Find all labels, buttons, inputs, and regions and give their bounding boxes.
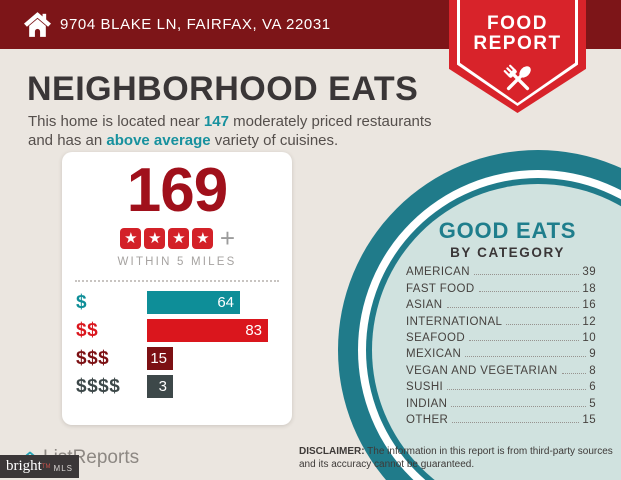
category-value: 15 [582, 413, 596, 426]
category-row: OTHER 15 [406, 412, 596, 428]
category-row: ASIAN 16 [406, 297, 596, 313]
category-row: MEXICAN 9 [406, 346, 596, 362]
bar: 3 [147, 375, 173, 398]
category-list: AMERICAN 39 FAST FOOD 18 ASIAN 16 INTERNATI… [406, 264, 596, 428]
category-value: 12 [582, 315, 596, 328]
category-label: VEGAN AND VEGETARIAN [406, 364, 558, 377]
trademark-symbol: TM [41, 463, 51, 470]
category-row: SEAFOOD 10 [406, 330, 596, 346]
bar-row: $$$$ 3 [62, 375, 292, 398]
dotted-leader [478, 290, 580, 292]
dotted-leader [473, 274, 580, 276]
bar: 64 [147, 291, 240, 314]
disclaimer: DISCLAIMER: The information in this repo… [299, 446, 614, 471]
variety-highlight: above average [106, 132, 211, 149]
good-eats-heading: GOOD EATS BY CATEGORY [400, 218, 615, 260]
category-label: OTHER [406, 413, 449, 426]
dotted-leader [446, 307, 580, 309]
restaurant-count-highlight: 147 [203, 113, 229, 130]
category-row: AMERICAN 39 [406, 264, 596, 280]
plus-icon: + [219, 222, 236, 253]
price-tier-label: $$ [76, 319, 99, 341]
radius-label: WITHIN 5 MILES [117, 256, 237, 268]
category-label: INTERNATIONAL [406, 315, 503, 328]
price-tier-label: $$$ [76, 347, 110, 369]
good-eats-subtitle: BY CATEGORY [450, 245, 565, 260]
bar: 83 [147, 319, 268, 342]
category-value: 6 [589, 381, 596, 394]
dotted-leader [506, 323, 580, 325]
star-icon: ★ [168, 227, 190, 249]
disclaimer-text: The information in this report is from t… [299, 446, 613, 470]
category-row: INTERNATIONAL 12 [406, 313, 596, 329]
category-value: 9 [589, 348, 596, 361]
star-rating: ★ ★ ★ ★ + [62, 222, 292, 253]
category-label: AMERICAN [406, 266, 470, 279]
category-label: FAST FOOD [406, 282, 475, 295]
intro-text-part3: variety of cuisines. [210, 132, 339, 149]
fork-spoon-icon [503, 64, 531, 91]
category-row: INDIAN 5 [406, 395, 596, 411]
category-value: 18 [582, 282, 596, 295]
category-value: 8 [589, 364, 596, 377]
page-title: NEIGHBORHOOD EATS [27, 70, 419, 108]
price-bar-chart: $ 64 $$ 83 $$$ 15 $$$$ 3 [62, 291, 292, 398]
bright-wordmark: bright [6, 458, 42, 474]
bar: 15 [147, 347, 173, 370]
bar-row: $$$ 15 [62, 347, 292, 370]
badge-content: FOOD REPORT [449, 0, 586, 113]
star-icon: ★ [144, 227, 166, 249]
bar-row: $ 64 [62, 291, 292, 314]
dotted-leader [465, 356, 587, 358]
dotted-leader [561, 372, 587, 374]
restaurant-count: 169 [126, 156, 228, 225]
dotted-leader [469, 339, 580, 341]
property-address: 9704 BLAKE LN, FAIRFAX, VA 22031 [60, 16, 331, 33]
intro-text-part1: This home is located near [28, 113, 204, 130]
category-value: 16 [582, 299, 596, 312]
category-row: VEGAN AND VEGETARIAN 8 [406, 362, 596, 378]
category-row: SUSHI 6 [406, 379, 596, 395]
disclaimer-label: DISCLAIMER: [299, 446, 365, 457]
dotted-divider [75, 280, 279, 282]
star-icon: ★ [120, 227, 142, 249]
bright-mls-logo: bright TM MLS [0, 455, 79, 478]
badge-title-line1: FOOD [487, 13, 548, 34]
category-label: INDIAN [406, 397, 448, 410]
food-report-badge: FOOD REPORT [449, 0, 586, 113]
dotted-leader [451, 405, 587, 407]
intro-text-part2: moderately priced restaurants and has an [28, 113, 432, 149]
house-icon [24, 12, 51, 37]
bar-row: $$ 83 [62, 319, 292, 342]
price-tier-label: $$$$ [76, 375, 121, 397]
price-tier-label: $ [76, 291, 88, 313]
category-value: 39 [582, 266, 596, 279]
summary-card: 169 ★ ★ ★ ★ + WITHIN 5 MILES $ 64 $$ 83 $$$ … [62, 152, 292, 425]
star-icon: ★ [192, 227, 214, 249]
category-label: ASIAN [406, 299, 443, 312]
good-eats-circle [338, 150, 621, 480]
category-label: SEAFOOD [406, 331, 466, 344]
badge-title-line2: REPORT [473, 33, 562, 54]
category-label: SUSHI [406, 381, 444, 394]
dotted-leader [452, 421, 580, 423]
mls-label: MLS [53, 464, 73, 473]
dotted-leader [447, 389, 587, 391]
category-label: MEXICAN [406, 348, 462, 361]
category-row: FAST FOOD 18 [406, 280, 596, 296]
intro-text: This home is located near 147 moderately… [28, 112, 440, 150]
category-value: 10 [582, 331, 596, 344]
category-value: 5 [589, 397, 596, 410]
good-eats-title: GOOD EATS [438, 218, 577, 243]
